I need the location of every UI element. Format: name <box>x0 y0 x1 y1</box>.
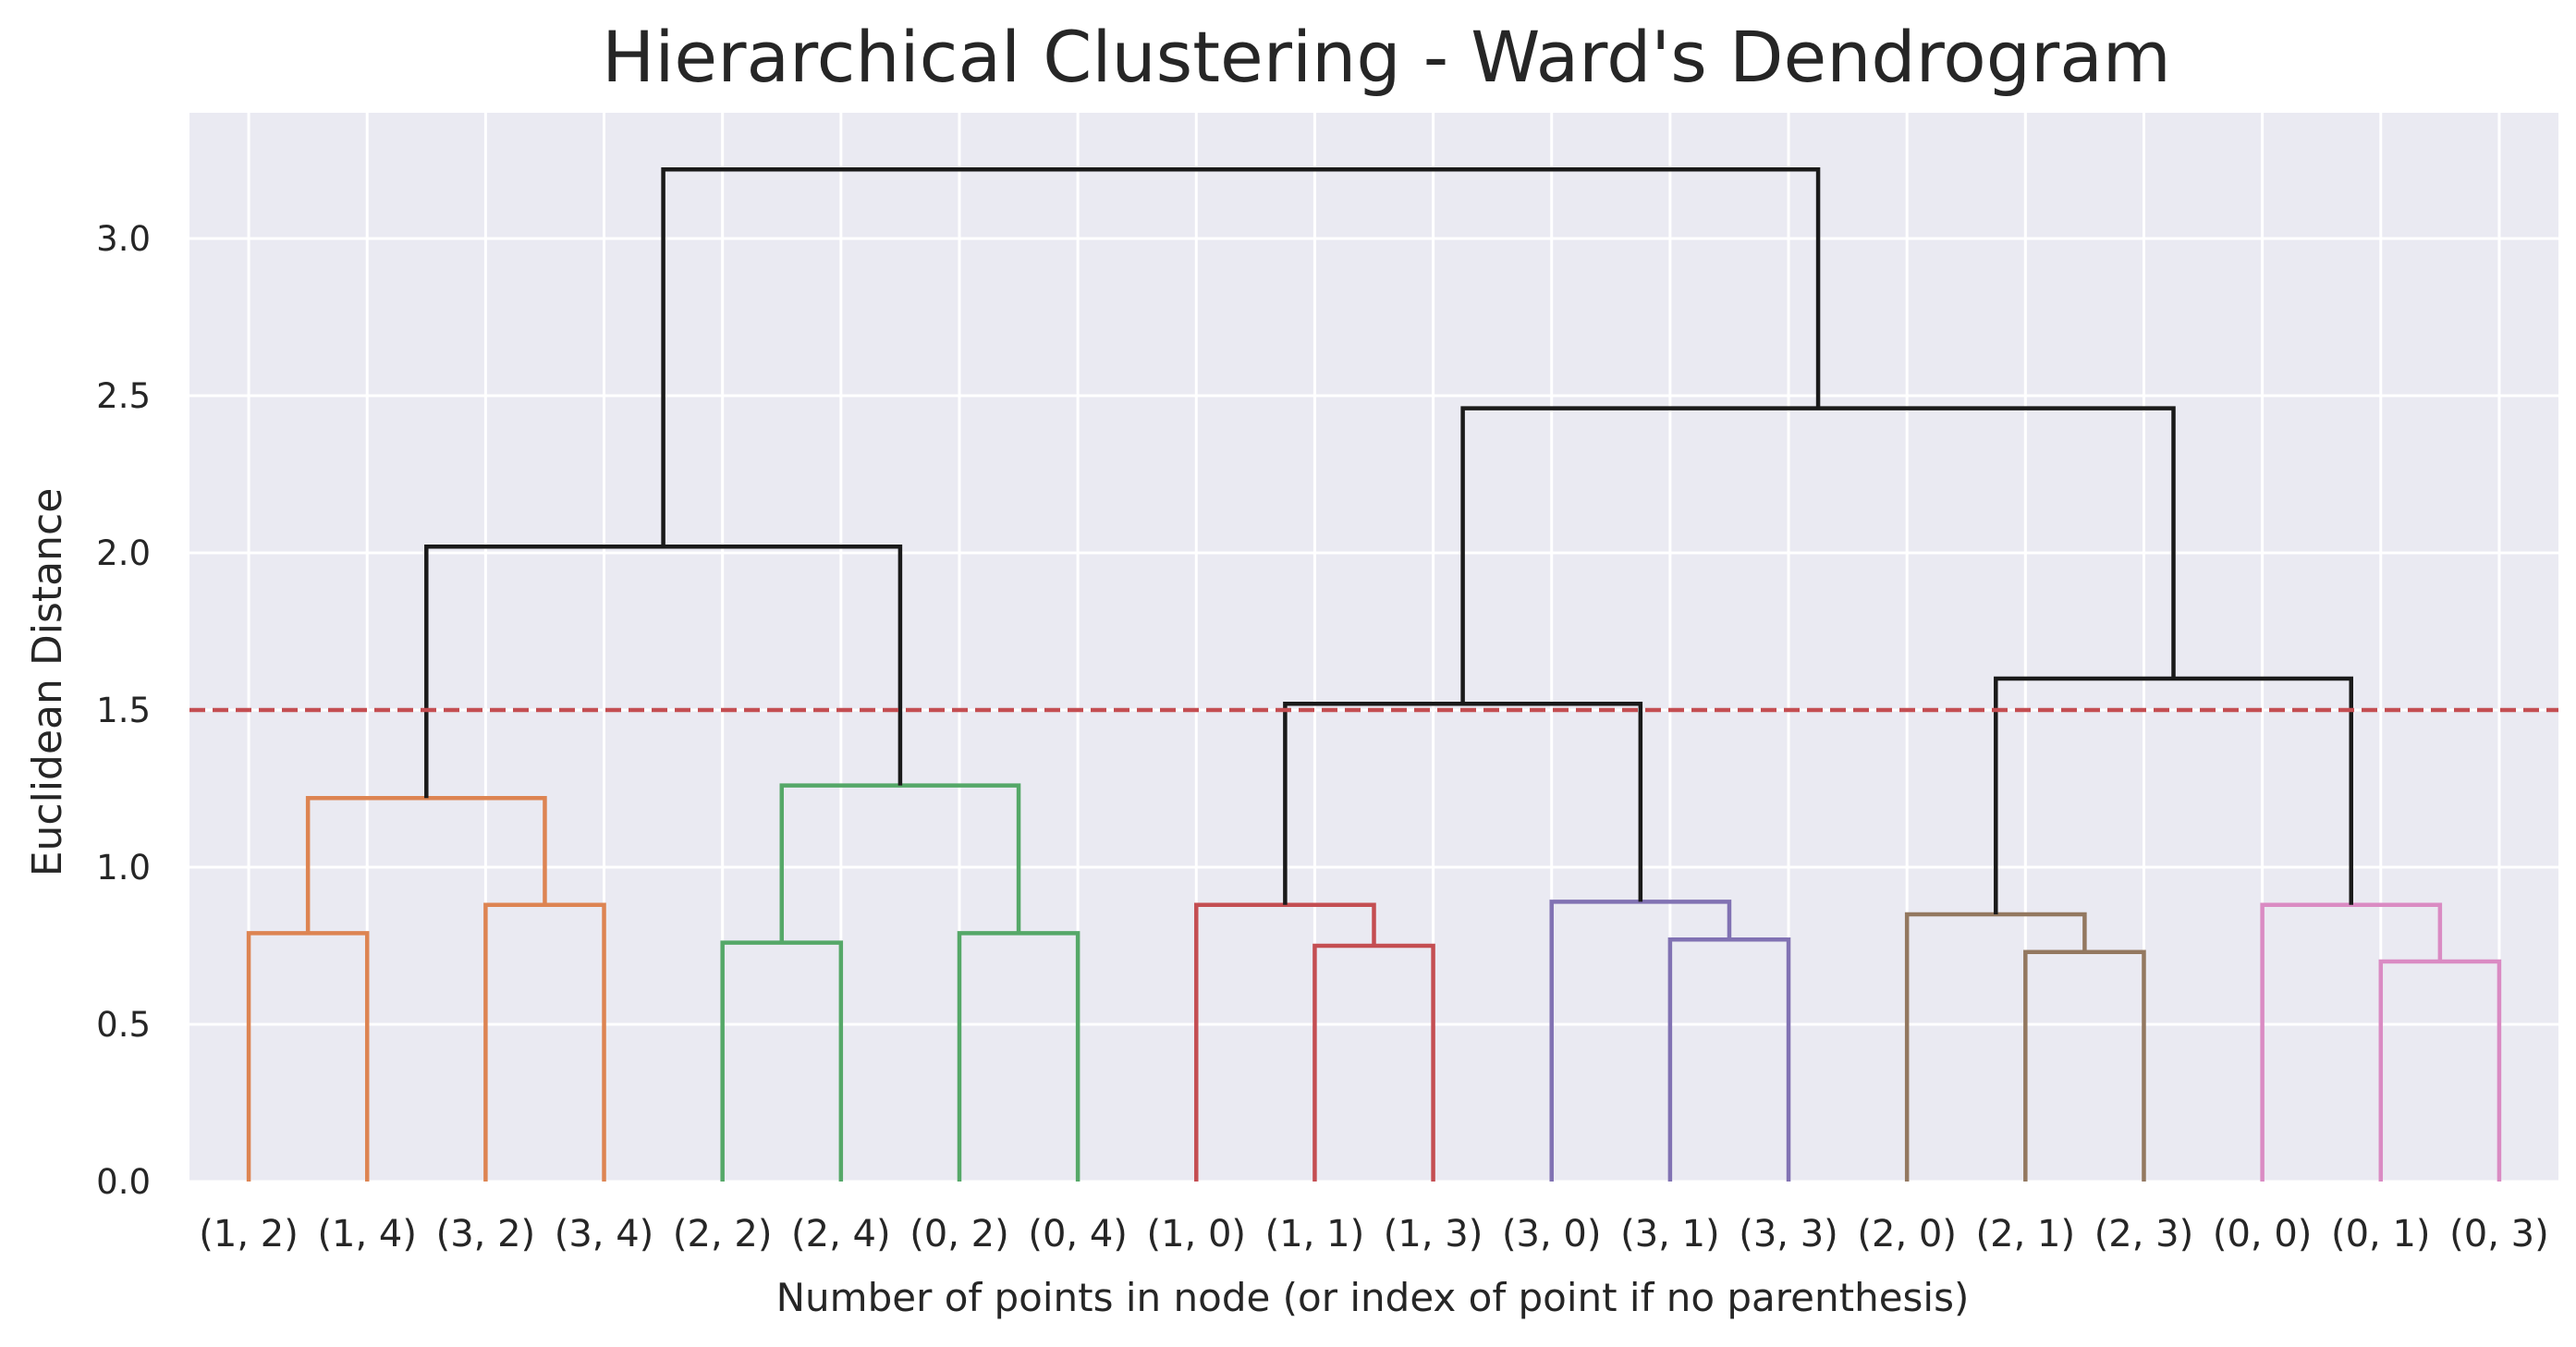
x-tick-label: (3, 4) <box>555 1213 654 1255</box>
dendrogram-link <box>661 166 1821 547</box>
x-tick-label: (2, 3) <box>2094 1213 2194 1255</box>
x-tick-label: (1, 1) <box>1265 1213 1365 1255</box>
x-tick-label: (1, 0) <box>1147 1213 1247 1255</box>
x-tick-label: (0, 0) <box>2213 1213 2313 1255</box>
y-tick-label: 0.5 <box>96 1005 151 1045</box>
y-tick-label: 0.0 <box>96 1162 151 1202</box>
x-tick-label: (2, 2) <box>673 1213 773 1255</box>
x-tick-label: (1, 4) <box>317 1213 417 1255</box>
x-tick-label: (0, 3) <box>2449 1213 2549 1255</box>
x-axis-label: Number of points in node (or index of po… <box>776 1275 1970 1320</box>
x-tick-label: (2, 4) <box>791 1213 891 1255</box>
y-axis-ticks: 0.0 0.5 1.0 1.5 2.0 2.5 3.0 <box>96 219 151 1202</box>
x-tick-label: (0, 2) <box>910 1213 1009 1255</box>
y-tick-label: 2.5 <box>96 376 151 416</box>
x-tick-label: (3, 3) <box>1739 1213 1838 1255</box>
chart-title: Hierarchical Clustering - Ward's Dendrog… <box>602 16 2171 98</box>
x-tick-label: (3, 1) <box>1620 1213 1720 1255</box>
x-tick-label: (0, 4) <box>1028 1213 1128 1255</box>
x-tick-label: (1, 3) <box>1384 1213 1483 1255</box>
x-tick-label: (3, 2) <box>436 1213 536 1255</box>
y-tick-label: 3.0 <box>96 219 151 259</box>
x-tick-label: (3, 0) <box>1502 1213 1602 1255</box>
y-tick-label: 1.0 <box>96 848 151 888</box>
y-tick-label: 1.5 <box>96 691 151 730</box>
y-axis-label: Euclidean Distance <box>24 488 71 877</box>
y-tick-label: 2.0 <box>96 533 151 573</box>
x-tick-label: (1, 2) <box>199 1213 299 1255</box>
x-tick-label: (2, 0) <box>1857 1213 1957 1255</box>
plot-area <box>189 113 2558 1182</box>
dendrogram-links <box>246 166 2502 1182</box>
x-tick-label: (2, 1) <box>1976 1213 2076 1255</box>
x-tick-label: (0, 1) <box>2331 1213 2431 1255</box>
x-axis-ticks: (1, 2) (1, 4) (3, 2) (3, 4) (2, 2) (2, 4) (0, … <box>199 1213 2548 1255</box>
